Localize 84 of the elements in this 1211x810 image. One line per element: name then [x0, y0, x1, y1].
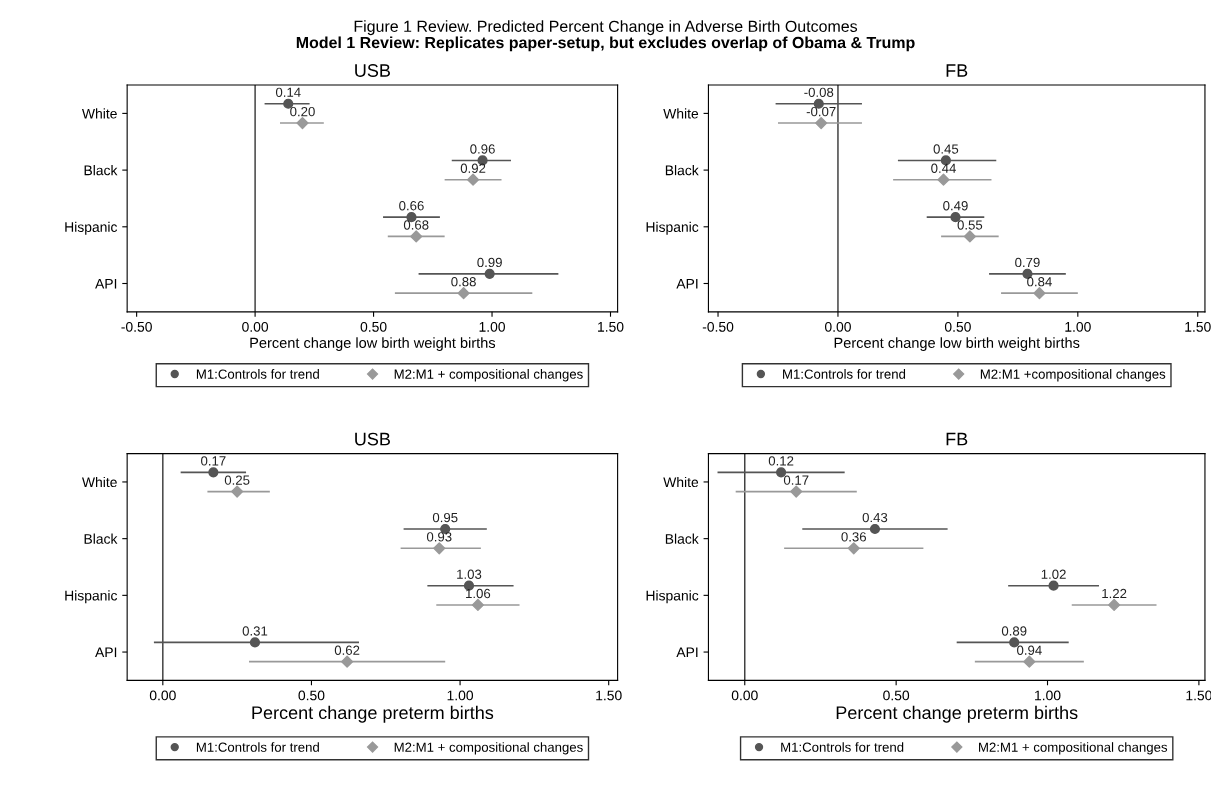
data-label: 0.68 — [403, 220, 429, 230]
data-label: 0.99 — [477, 257, 502, 268]
x-tick-label: 0.50 — [298, 690, 325, 701]
data-label: 0.20 — [290, 106, 315, 117]
x-tick-label: 0.00 — [149, 690, 176, 701]
x-tick-label: 0.00 — [731, 690, 758, 701]
data-label: 0.79 — [1015, 257, 1040, 268]
caption: Figure 1 Review. Predicted Percent Change in Adverse Birth Outcomes — [354, 20, 858, 36]
data-label: -0.07 — [806, 106, 836, 117]
y-tick-label: Hispanic — [65, 221, 118, 235]
x-tick-label: 1.00 — [447, 690, 474, 701]
y-tick-label: API — [95, 647, 117, 658]
y-tick-label: Hispanic — [646, 221, 699, 235]
x-tick-label: 0.00 — [242, 321, 269, 332]
x-tick-label: 1.50 — [598, 321, 624, 332]
legend-label: M1:Controls for trend — [196, 369, 319, 379]
y-tick-label: Black — [84, 165, 118, 176]
x-axis-title: Percent change low birth weight births — [834, 337, 1080, 351]
x-tick-label: -0.50 — [121, 321, 152, 332]
y-tick-label: Black — [665, 533, 699, 544]
data-label: 0.36 — [841, 532, 867, 542]
data-label: 1.02 — [1041, 569, 1066, 579]
y-tick-label: Hispanic — [646, 590, 699, 604]
data-label: -0.08 — [804, 87, 834, 97]
data-label: 0.49 — [943, 201, 968, 211]
x-tick-label: 0.50 — [360, 321, 387, 332]
y-tick-label: Black — [665, 165, 699, 176]
y-tick-label: White — [663, 108, 699, 119]
chart-title: FB — [946, 432, 968, 446]
data-label: 0.17 — [201, 456, 226, 466]
data-label: 0.92 — [460, 163, 486, 173]
data-label: 0.93 — [426, 532, 452, 542]
x-axis-title: Percent change low birth weight births — [250, 337, 496, 351]
y-tick-label: Hispanic — [65, 590, 118, 604]
x-tick-label: 0.50 — [883, 690, 910, 701]
chart-title: USB — [355, 432, 390, 446]
data-label: 0.25 — [224, 475, 250, 485]
x-tick-label: 1.00 — [1065, 321, 1091, 332]
legend-label: M2:M1 + compositional changes — [394, 742, 583, 755]
y-tick-label: Black — [84, 533, 118, 544]
x-tick-label: 1.50 — [1185, 321, 1211, 332]
x-axis-title: Percent change preterm births — [836, 705, 1078, 723]
y-tick-label: API — [95, 278, 117, 289]
data-label: 0.88 — [451, 277, 476, 287]
data-label: 0.94 — [1017, 645, 1042, 655]
legend-label: M2:M1 +compositional changes — [980, 369, 1166, 382]
legend-label: M2:M1 + compositional changes — [394, 369, 583, 382]
x-tick-label: 1.00 — [1035, 690, 1061, 701]
x-tick-label: -0.50 — [702, 321, 734, 332]
legend-label: M2:M1 + compositional changes — [979, 742, 1168, 755]
x-tick-label: 1.50 — [1186, 690, 1211, 701]
legend-label: M1:Controls for trend — [781, 742, 904, 752]
x-tick-label: 1.50 — [596, 690, 622, 701]
y-tick-label: White — [663, 476, 699, 488]
data-label: 0.31 — [242, 626, 268, 636]
data-label: 0.14 — [275, 87, 301, 97]
legend-label: M1:Controls for trend — [196, 742, 319, 752]
data-label: 0.17 — [783, 475, 809, 485]
data-label: 0.95 — [432, 512, 458, 523]
data-label: 0.84 — [1027, 277, 1052, 287]
data-label: 1.03 — [457, 569, 482, 579]
data-label: 0.55 — [957, 220, 983, 230]
text: Model 1 Review: Replicates paper-setup, but excludes overlap of Obama & Trump — [296, 36, 915, 52]
data-label: 0.44 — [931, 163, 956, 173]
x-axis-title: Percent change preterm births — [252, 705, 494, 723]
x-tick-label: 0.00 — [824, 321, 851, 332]
chart-title: FB — [946, 64, 968, 77]
data-label: 1.06 — [466, 588, 491, 599]
x-tick-label: 0.50 — [944, 321, 971, 332]
data-label: 0.89 — [1001, 626, 1027, 636]
data-label: 0.43 — [862, 512, 888, 523]
y-tick-label: White — [81, 476, 117, 488]
data-label: 0.45 — [933, 144, 959, 154]
chart-title: USB — [355, 64, 390, 77]
y-tick-label: API — [676, 647, 698, 658]
y-tick-label: API — [676, 278, 698, 289]
data-label: 0.66 — [399, 201, 424, 211]
data-label: 1.22 — [1102, 588, 1127, 599]
x-tick-label: 1.00 — [479, 321, 506, 332]
data-label: 0.12 — [768, 456, 794, 466]
legend-label: M1:Controls for trend — [783, 369, 906, 379]
data-label: 0.62 — [334, 645, 360, 655]
data-label: 0.96 — [470, 144, 495, 154]
y-tick-label: White — [81, 108, 117, 119]
